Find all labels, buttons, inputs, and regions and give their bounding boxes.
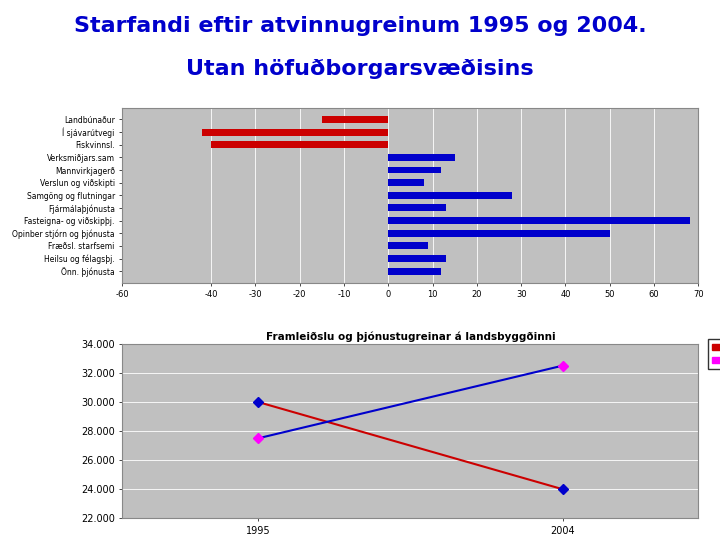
Bar	[388, 230, 610, 237]
Bar	[388, 166, 441, 173]
Bar	[211, 141, 388, 148]
Bar	[388, 154, 455, 161]
Bar	[388, 205, 446, 212]
Legend: Framleiðslugreinar, Þjónustugreinar: Framleiðslugreinar, Þjónustugreinar	[708, 339, 720, 368]
Bar	[388, 268, 441, 275]
Bar	[388, 192, 513, 199]
Text: Utan höfuðborgarsvæðisins: Utan höfuðborgarsvæðisins	[186, 59, 534, 79]
Bar	[202, 129, 388, 136]
Bar	[388, 255, 446, 262]
Bar	[388, 179, 423, 186]
Bar	[388, 217, 690, 224]
Bar	[322, 116, 388, 123]
Text: Starfandi eftir atvinnugreinum 1995 og 2004.: Starfandi eftir atvinnugreinum 1995 og 2…	[73, 16, 647, 36]
Title: Framleiðslu og þjónustugreinar á landsbyggðinni: Framleiðslu og þjónustugreinar á landsby…	[266, 331, 555, 342]
Bar	[388, 242, 428, 249]
